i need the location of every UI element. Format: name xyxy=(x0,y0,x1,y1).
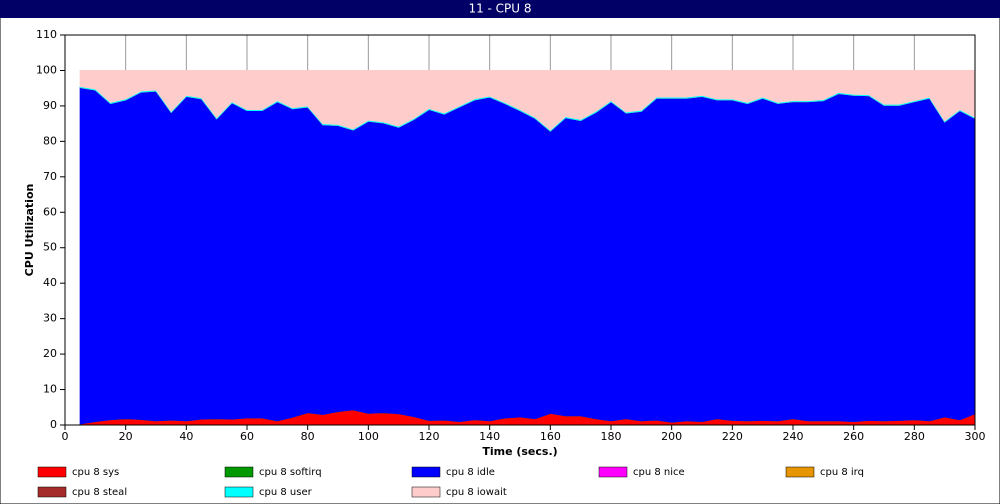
x-tick-label: 80 xyxy=(301,430,315,443)
x-tick-label: 160 xyxy=(540,430,561,443)
legend-swatch xyxy=(785,466,815,478)
x-tick-label: 300 xyxy=(965,430,986,443)
x-tick-label: 140 xyxy=(479,430,500,443)
legend-swatch xyxy=(224,466,254,478)
y-tick-label: 30 xyxy=(43,312,57,325)
legend-label: cpu 8 idle xyxy=(446,467,495,478)
y-tick-label: 10 xyxy=(43,383,57,396)
legend-label: cpu 8 irq xyxy=(820,467,864,478)
x-tick-label: 20 xyxy=(119,430,133,443)
y-tick-label: 100 xyxy=(36,63,57,76)
legend-swatch xyxy=(37,486,67,498)
y-tick-label: 0 xyxy=(50,418,57,431)
x-axis-label: Time (secs.) xyxy=(482,445,557,458)
y-tick-label: 80 xyxy=(43,134,57,147)
y-tick-label: 20 xyxy=(43,347,57,360)
plot-frame xyxy=(64,34,976,426)
x-tick-label: 0 xyxy=(62,430,69,443)
y-tick-label: 110 xyxy=(36,28,57,41)
legend-label: cpu 8 softirq xyxy=(259,467,322,478)
y-tick-label: 60 xyxy=(43,205,57,218)
x-tick-label: 180 xyxy=(601,430,622,443)
x-tick-label: 200 xyxy=(661,430,682,443)
legend-label: cpu 8 iowait xyxy=(446,487,507,498)
area xyxy=(79,86,976,425)
x-tick-label: 60 xyxy=(240,430,254,443)
legend-label: cpu 8 nice xyxy=(633,467,685,478)
y-axis-label: CPU Utilization xyxy=(23,184,36,277)
x-tick-label: 40 xyxy=(179,430,193,443)
y-tick-label: 70 xyxy=(43,170,57,183)
chart-title: 11 - CPU 8 xyxy=(468,2,531,16)
x-tick-label: 260 xyxy=(843,430,864,443)
y-tick-label: 90 xyxy=(43,99,57,112)
x-tick-label: 100 xyxy=(358,430,379,443)
x-tick-label: 120 xyxy=(419,430,440,443)
legend-swatch xyxy=(37,466,67,478)
title-bar xyxy=(0,0,1000,18)
legend-swatch xyxy=(224,486,254,498)
x-tick-label: 220 xyxy=(722,430,743,443)
y-tick-label: 40 xyxy=(43,276,57,289)
x-tick-label: 280 xyxy=(904,430,925,443)
x-tick-label: 240 xyxy=(783,430,804,443)
legend-label: cpu 8 steal xyxy=(72,487,127,498)
legend-label: cpu 8 sys xyxy=(72,467,119,478)
y-tick-label: 50 xyxy=(43,241,57,254)
legend-swatch xyxy=(598,466,628,478)
legend-swatch xyxy=(411,466,441,478)
legend-swatch xyxy=(411,486,441,498)
legend-label: cpu 8 user xyxy=(259,487,313,498)
